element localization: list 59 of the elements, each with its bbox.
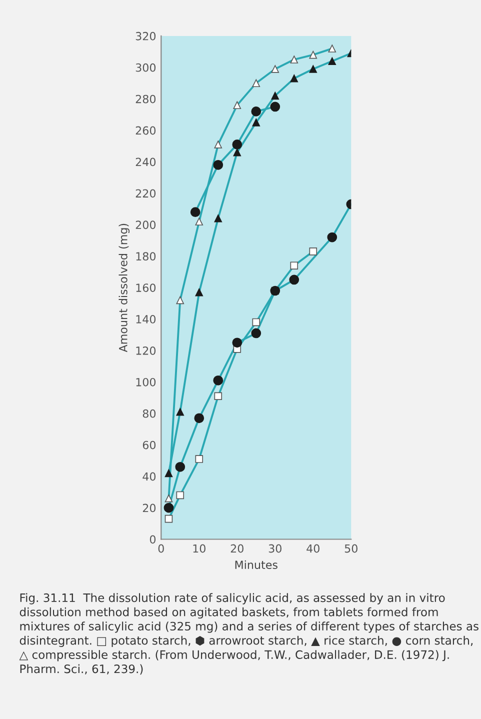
point bbox=[290, 262, 298, 270]
point bbox=[271, 92, 280, 100]
point bbox=[190, 207, 200, 218]
point bbox=[328, 57, 336, 66]
point bbox=[195, 288, 204, 296]
point bbox=[213, 160, 224, 170]
y-tick-label: 20 bbox=[142, 504, 156, 512]
point bbox=[176, 491, 184, 500]
point bbox=[176, 408, 184, 416]
caption: Fig. 31.11 The dissolution rate of salicylic acid, as assessed by an in vitro dissolution method based on agitated baskets, from tablets formed from mixtures of salicylic acid (325 mg) and a series of different types of starches as disintegrant. □ potato starch, ⬢ arrowroot starch, ▲ rice starch, ● corn starch, △ compressible starch. (From Underwood, T.W., Cadwallader, D.E. (1972) J. Pharm. Sci., 61, 239.) bbox=[19, 593, 478, 675]
x-tick-label: 30 bbox=[268, 544, 282, 553]
y-tick-label: 160 bbox=[136, 284, 156, 292]
y-tick-label: 260 bbox=[136, 126, 156, 135]
y-tick-label: 240 bbox=[136, 158, 156, 166]
point bbox=[290, 74, 298, 82]
point bbox=[251, 328, 262, 338]
y-tick-label: 40 bbox=[142, 472, 156, 481]
point bbox=[232, 140, 242, 150]
y-tick-label: 120 bbox=[136, 346, 156, 355]
y-axis-title: Amount dissolved (mg) bbox=[118, 224, 130, 352]
y-tick-label: 100 bbox=[136, 378, 156, 386]
y-tick-label: 280 bbox=[136, 94, 156, 104]
point bbox=[251, 106, 262, 116]
y-tick-label: 60 bbox=[142, 440, 156, 450]
y-tick-label: 320 bbox=[136, 32, 156, 40]
point bbox=[214, 392, 222, 400]
point bbox=[214, 214, 222, 222]
x-tick-label: 40 bbox=[306, 544, 320, 553]
point bbox=[252, 318, 260, 326]
x-tick-label: 20 bbox=[230, 544, 244, 553]
point bbox=[164, 502, 174, 513]
x-tick-label: 50 bbox=[344, 544, 358, 553]
point bbox=[309, 248, 318, 256]
y-tick-label: 80 bbox=[142, 409, 156, 418]
point bbox=[309, 65, 318, 73]
point bbox=[164, 514, 173, 523]
x-axis-title: Minutes bbox=[235, 560, 278, 570]
point bbox=[164, 469, 173, 478]
point bbox=[176, 296, 184, 304]
point bbox=[270, 102, 280, 112]
point bbox=[327, 232, 338, 242]
point bbox=[164, 494, 173, 502]
y-tick-label: 180 bbox=[136, 252, 156, 261]
x-tick-label: 10 bbox=[193, 544, 206, 553]
point bbox=[252, 118, 260, 126]
y-tick-label: 220 bbox=[136, 189, 156, 198]
y-tick-label: 140 bbox=[136, 315, 156, 324]
point bbox=[289, 274, 300, 285]
y-tick-label: 200 bbox=[136, 220, 156, 230]
point bbox=[309, 50, 318, 59]
point bbox=[233, 148, 242, 156]
point bbox=[232, 338, 242, 348]
point bbox=[195, 455, 204, 463]
point bbox=[194, 413, 204, 424]
point bbox=[213, 375, 224, 386]
point bbox=[175, 462, 186, 472]
y-tick-label: 300 bbox=[136, 63, 156, 72]
y-tick-label: 0 bbox=[150, 535, 156, 544]
x-tick-label: 0 bbox=[158, 544, 164, 553]
